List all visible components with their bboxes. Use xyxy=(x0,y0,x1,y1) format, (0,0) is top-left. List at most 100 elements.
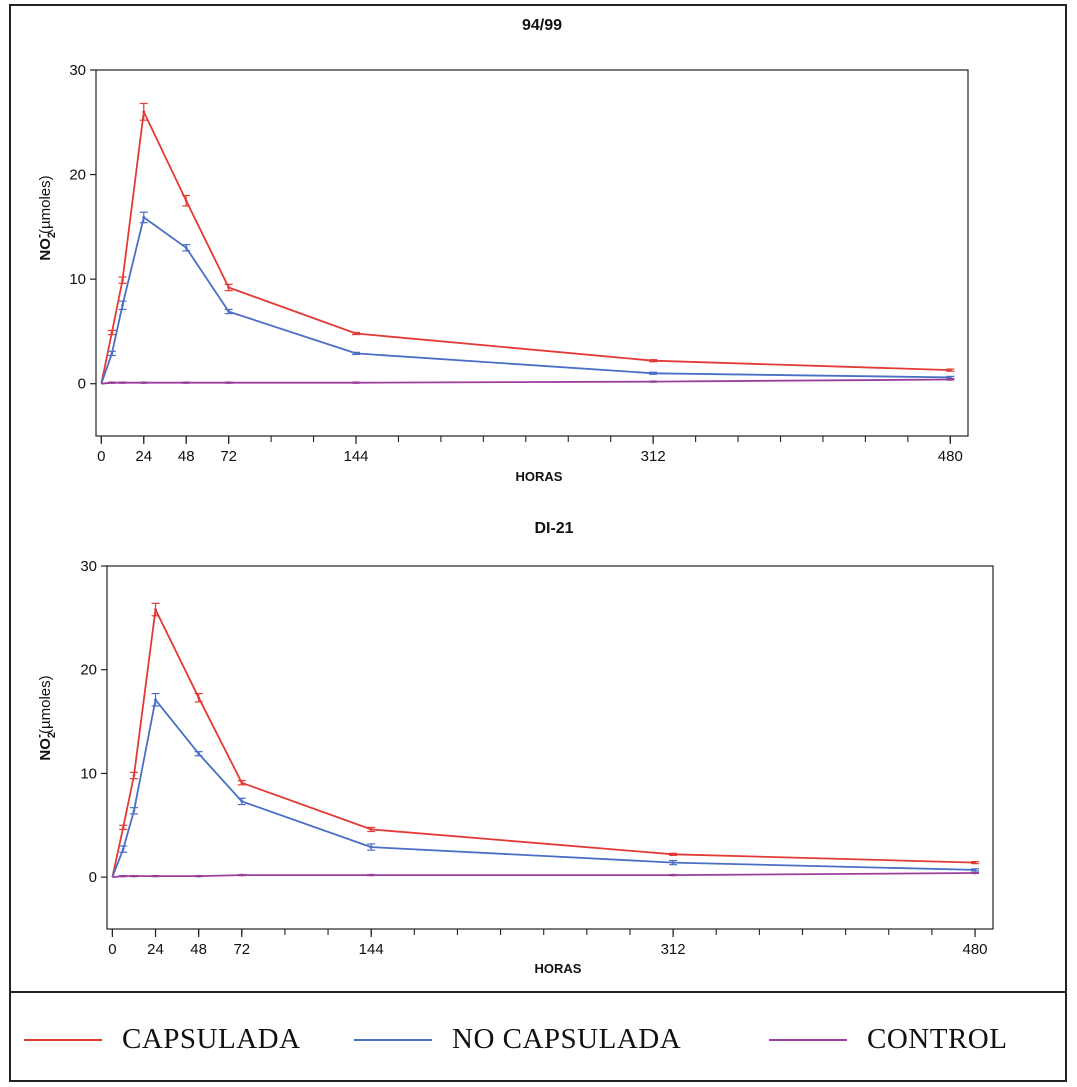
data-point xyxy=(142,110,146,114)
series-no-capsulada xyxy=(100,211,955,384)
data-point xyxy=(121,278,124,282)
x-tick-label: 480 xyxy=(938,448,963,465)
y-tick-label: 30 xyxy=(80,558,97,575)
data-point xyxy=(184,199,188,203)
series-no-capsulada xyxy=(111,692,980,878)
series-line xyxy=(111,698,976,878)
legend-item-capsulada: CAPSULADA xyxy=(24,1023,301,1056)
y-axis-label: NO2-(µmoles) xyxy=(32,675,58,760)
x-tick-label: 72 xyxy=(233,941,250,958)
x-tick-label: 72 xyxy=(220,448,237,465)
data-point xyxy=(240,800,244,803)
x-tick-label: 480 xyxy=(963,941,988,958)
data-point xyxy=(369,828,373,831)
chart-title: 94/99 xyxy=(522,17,562,34)
plot-area xyxy=(106,565,994,930)
data-point xyxy=(240,873,244,877)
legend-divider xyxy=(9,991,1067,993)
x-axis-label: HORAS xyxy=(516,469,563,484)
data-point xyxy=(197,874,201,878)
data-point xyxy=(973,871,977,875)
data-point xyxy=(369,845,373,849)
legend-swatch-no-capsulada xyxy=(354,1038,432,1041)
x-tick-label: 144 xyxy=(343,448,368,465)
data-point xyxy=(227,286,231,289)
y-axis-label: NO2-(µmoles) xyxy=(32,175,58,260)
data-point xyxy=(184,246,188,250)
data-point xyxy=(121,381,124,385)
data-point xyxy=(154,874,157,878)
data-point xyxy=(154,698,157,702)
data-point xyxy=(354,381,358,385)
data-point xyxy=(142,381,146,385)
data-point xyxy=(651,371,655,375)
data-point xyxy=(973,861,977,865)
y-tick-label: 10 xyxy=(80,765,97,782)
x-tick-label: 24 xyxy=(147,941,164,958)
series-line xyxy=(100,110,951,384)
data-point xyxy=(121,825,125,829)
y-tick-label: 30 xyxy=(69,62,86,79)
chart-1: DI-21 0 10 20 30 0 24 48 72 144 312 480 HORAS NO2-(µm… xyxy=(32,520,994,976)
data-point xyxy=(354,351,358,355)
figure-frame xyxy=(9,4,1067,1082)
data-point xyxy=(110,351,114,355)
legend-item-no-capsulada: NO CAPSULADA xyxy=(354,1023,681,1056)
data-point xyxy=(121,874,125,878)
y-tick-label: 0 xyxy=(89,869,97,886)
series-line xyxy=(100,216,951,384)
data-point xyxy=(948,376,952,379)
legend: CAPSULADA NO CAPSULADA CONTROL xyxy=(9,993,1067,1082)
series-capsulada xyxy=(100,102,955,384)
x-axis-label: HORAS xyxy=(535,961,582,976)
y-tick-label: 20 xyxy=(80,662,97,679)
legend-item-control: CONTROL xyxy=(769,1023,1007,1056)
x-tick-label: 312 xyxy=(661,941,686,958)
data-point xyxy=(948,378,952,381)
legend-swatch-capsulada xyxy=(24,1038,102,1041)
data-point xyxy=(132,874,136,878)
data-point xyxy=(121,303,124,307)
data-point xyxy=(671,861,675,865)
data-point xyxy=(110,331,114,334)
y-tick-label: 0 xyxy=(78,376,86,393)
x-tick-label: 0 xyxy=(108,941,116,958)
y-tick-label: 20 xyxy=(69,167,86,184)
data-point xyxy=(121,847,125,851)
data-point xyxy=(354,332,358,335)
data-point xyxy=(948,368,952,372)
data-point xyxy=(227,381,231,385)
series-control xyxy=(112,871,980,878)
legend-label-control: CONTROL xyxy=(867,1023,1008,1055)
x-tick-label: 312 xyxy=(641,448,666,465)
data-point xyxy=(973,868,977,872)
legend-swatch-control xyxy=(769,1038,847,1041)
data-point xyxy=(671,873,675,877)
legend-label-capsulada: CAPSULADA xyxy=(122,1023,301,1055)
series-control xyxy=(101,378,955,385)
data-point xyxy=(240,781,244,785)
series-line xyxy=(111,608,976,878)
legend-label-no-capsulada: NO CAPSULADA xyxy=(452,1023,682,1055)
data-point xyxy=(132,809,136,813)
chart-0: 94/99 0 10 20 30 0 24 48 72 144 312 480 HORAS NO2-(µm… xyxy=(32,17,969,484)
data-point xyxy=(227,310,231,313)
plot-area xyxy=(95,69,969,437)
y-tick-label: 10 xyxy=(69,271,86,288)
data-point xyxy=(651,359,655,363)
data-point xyxy=(110,381,114,385)
data-point xyxy=(142,216,146,219)
data-point xyxy=(369,873,373,877)
data-point xyxy=(197,696,201,700)
data-point xyxy=(197,752,201,756)
x-tick-label: 48 xyxy=(178,448,195,465)
data-point xyxy=(184,381,188,385)
x-tick-label: 48 xyxy=(190,941,207,958)
x-tick-label: 144 xyxy=(359,941,384,958)
x-tick-label: 24 xyxy=(135,448,152,465)
chart-title: DI-21 xyxy=(534,520,573,537)
data-point xyxy=(651,380,655,384)
data-point xyxy=(671,852,675,856)
